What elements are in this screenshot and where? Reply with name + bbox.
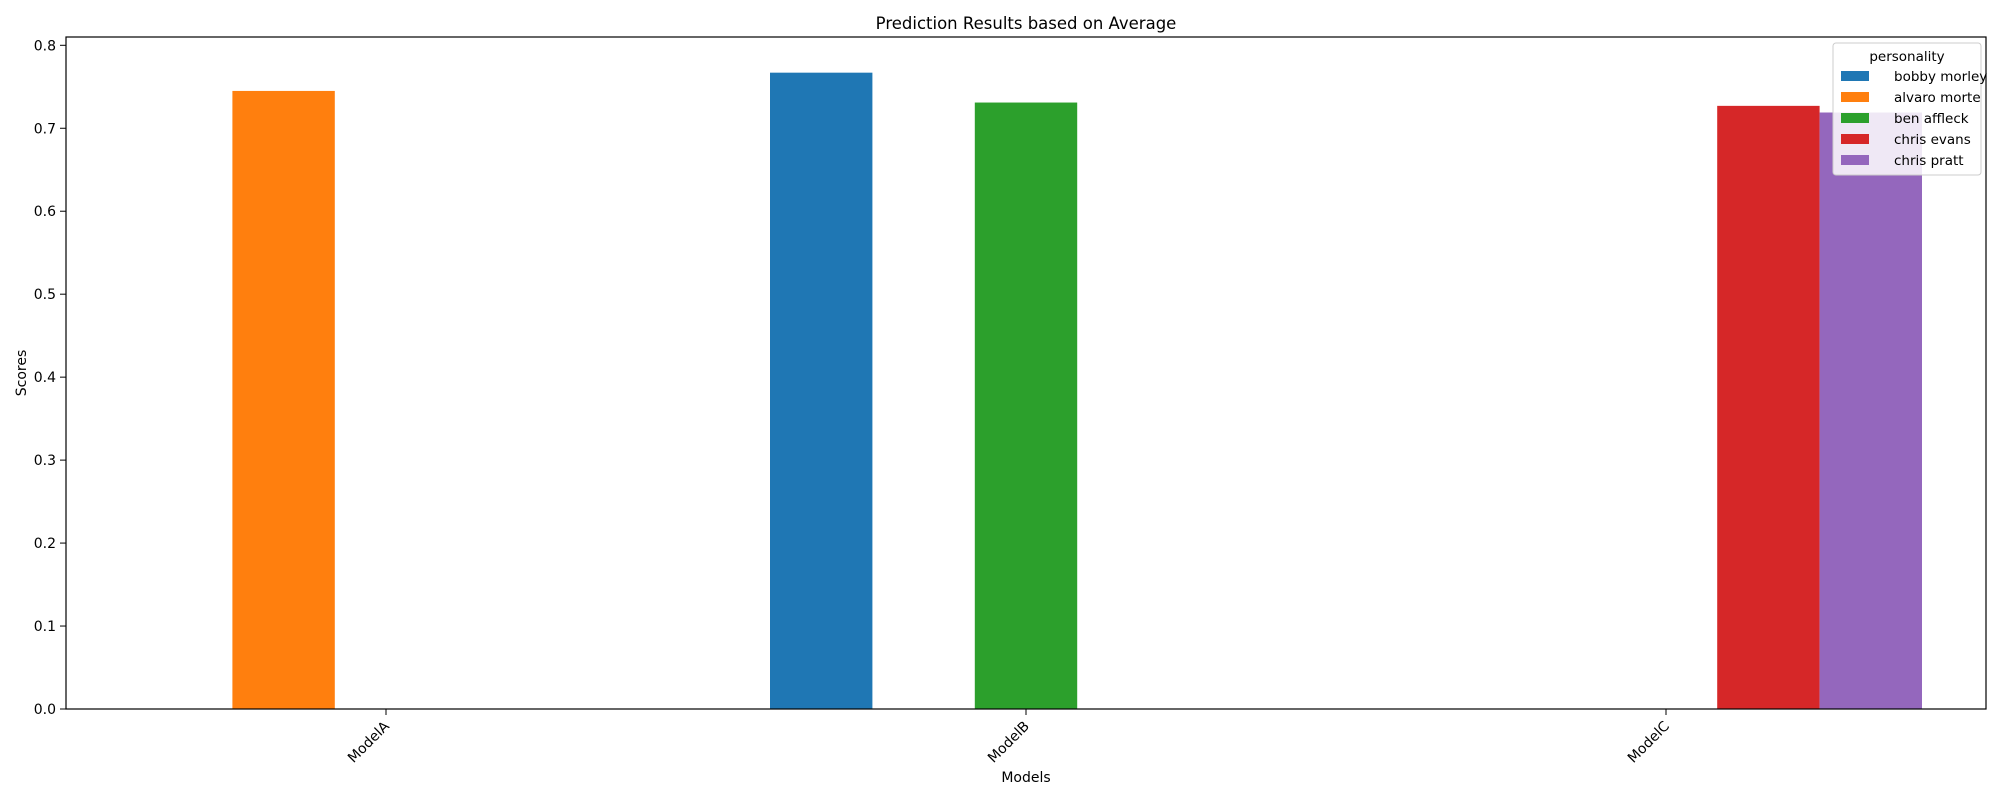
- legend-label-chris-pratt: chris pratt: [1894, 153, 1964, 169]
- bar-bobby-morley-ModelB: [770, 73, 872, 709]
- y-tick-label: 0.0: [34, 702, 56, 718]
- bar-alvaro-morte-ModelA: [232, 91, 334, 709]
- legend-swatch-chris-evans: [1841, 134, 1869, 144]
- x-tick-label-ModelC: ModelC: [1625, 718, 1673, 766]
- y-tick-label: 0.8: [34, 38, 56, 54]
- y-tick-label: 0.3: [34, 453, 56, 469]
- bars-layer: [232, 73, 1922, 709]
- x-tick-label-ModelB: ModelB: [985, 719, 1033, 767]
- y-axis-label: Scores: [14, 350, 30, 397]
- y-tick-label: 0.2: [34, 536, 56, 552]
- x-axis: ModelA ModelB ModelC: [345, 709, 1673, 766]
- x-tick-label-ModelA: ModelA: [345, 718, 393, 766]
- legend-label-bobby-morley: bobby morley: [1894, 69, 1987, 85]
- y-tick-label: 0.7: [34, 121, 56, 137]
- bar-chris-pratt-ModelC: [1820, 113, 1922, 710]
- legend-label-ben-affleck: ben affleck: [1894, 111, 1969, 127]
- y-axis: 0.0 0.1 0.2 0.3 0.4 0.5 0.6 0.7 0.8: [34, 38, 66, 718]
- legend-swatch-alvaro-morte: [1841, 92, 1869, 102]
- bar-chris-evans-ModelC: [1717, 106, 1819, 709]
- x-axis-label: Models: [1001, 770, 1050, 786]
- legend-swatch-ben-affleck: [1841, 113, 1869, 123]
- legend-label-chris-evans: chris evans: [1894, 132, 1971, 148]
- legend-swatch-chris-pratt: [1841, 155, 1869, 165]
- legend-title: personality: [1869, 49, 1944, 65]
- bar-ben-affleck-ModelB: [975, 103, 1077, 709]
- legend: personality bobby morley alvaro morte ben …: [1833, 43, 1987, 175]
- legend-swatch-bobby-morley: [1841, 71, 1869, 81]
- y-tick-label: 0.1: [34, 619, 56, 635]
- y-tick-label: 0.6: [34, 204, 56, 220]
- y-tick-label: 0.5: [34, 287, 56, 303]
- legend-label-alvaro-morte: alvaro morte: [1894, 90, 1981, 106]
- y-tick-label: 0.4: [34, 370, 56, 386]
- chart-title: Prediction Results based on Average: [876, 14, 1177, 33]
